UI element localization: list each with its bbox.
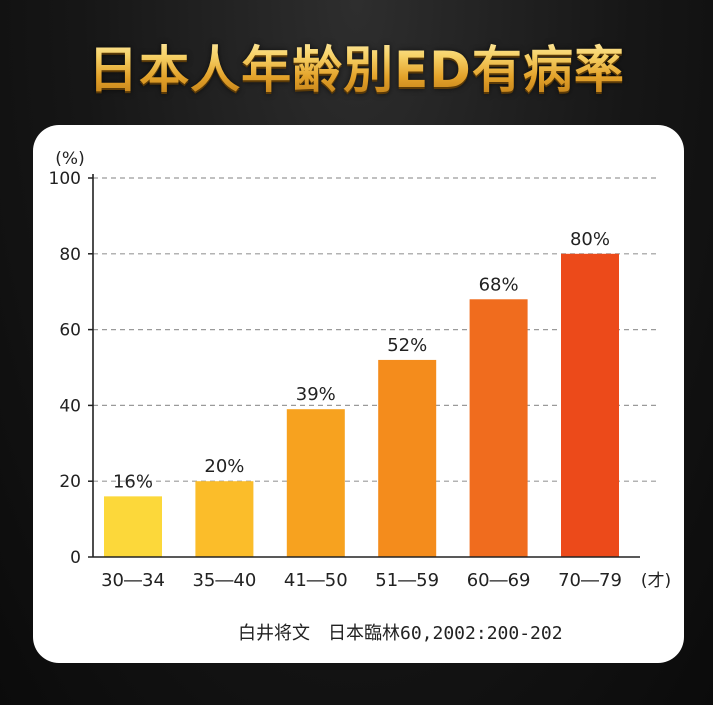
x-tick-label: 41―50: [284, 570, 348, 591]
source-citation: 白井将文 日本臨林60,2002:200-202: [238, 623, 563, 644]
bar: [561, 253, 619, 558]
bar: [104, 496, 162, 557]
data-label: 80%: [570, 229, 610, 250]
y-tick-label: 20: [59, 472, 81, 492]
y-tick-label: 80: [59, 245, 81, 265]
data-label: 20%: [204, 456, 244, 477]
x-tick-label: 51―59: [375, 570, 439, 591]
data-label: 68%: [479, 274, 519, 295]
bar: [378, 359, 437, 557]
bar: [286, 409, 345, 557]
x-tick-label: 70―79: [558, 570, 622, 591]
y-tick-label: 0: [70, 548, 81, 568]
chart-title: 日本人年齢別ED有病率: [0, 30, 713, 102]
x-tick-label: 60―69: [467, 570, 531, 591]
y-tick-label: 60: [59, 321, 81, 341]
x-tick-label: 35―40: [192, 570, 256, 591]
bar: [469, 299, 528, 557]
y-axis-label: (%): [55, 149, 84, 169]
data-label: 39%: [296, 384, 336, 405]
y-tick-label: 40: [59, 396, 81, 416]
data-label: 16%: [113, 471, 153, 492]
bar: [195, 481, 254, 557]
y-tick-label: 100: [49, 169, 81, 189]
x-axis-label: (才): [641, 571, 671, 591]
data-label: 52%: [387, 335, 427, 356]
x-tick-label: 30―34: [101, 570, 165, 591]
